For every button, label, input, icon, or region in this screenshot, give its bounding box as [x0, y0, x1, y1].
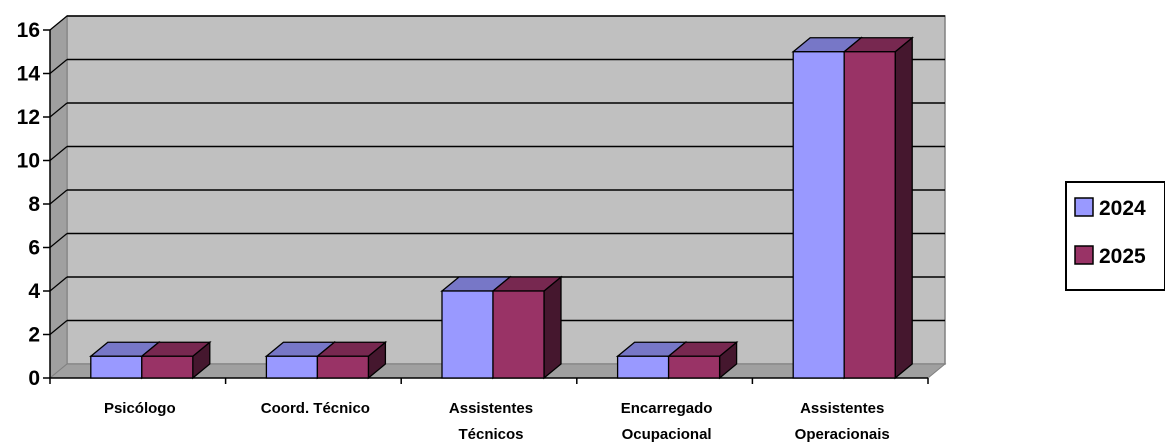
bar-2025-4: [842, 36, 915, 380]
y-tick-label: 8: [28, 193, 40, 216]
x-category-label-line: Psicólogo: [104, 400, 176, 417]
bar-side: [543, 275, 562, 380]
x-category-label-line: Assistentes: [800, 400, 884, 417]
bar-front: [843, 51, 896, 379]
y-tick-label: 14: [17, 63, 41, 86]
y-tick-label: 4: [28, 280, 40, 303]
x-category-label-line: Técnicos: [458, 426, 523, 443]
bar-front: [616, 355, 670, 379]
legend-swatch: [1074, 245, 1094, 265]
bars: [88, 36, 915, 380]
y-tick-label: 2: [28, 324, 40, 347]
x-category-label: Assistentes Operacionais: [795, 400, 890, 443]
x-category-label: Assistentes Técnicos: [449, 400, 533, 443]
bar-front: [90, 355, 143, 379]
legend-swatch: [1074, 197, 1094, 217]
bar-front: [316, 355, 370, 379]
legend-label: 2024: [1099, 197, 1146, 220]
bar-front: [141, 355, 194, 379]
x-category-label: Encarregado Ocupacional: [621, 400, 713, 443]
gridline-side: [49, 59, 68, 74]
x-category-label-line: Ocupacional: [622, 426, 712, 443]
gridline-side: [49, 146, 68, 161]
gridline-side: [49, 102, 68, 118]
gridline-side: [49, 189, 68, 205]
bar-2025-1: [315, 340, 388, 380]
y-tick-label: 16: [17, 19, 40, 42]
bar-front: [492, 290, 545, 379]
x-category-label: Psicólogo: [104, 400, 176, 417]
bar-front: [667, 355, 721, 379]
x-category-label-line: Coord. Técnico: [261, 400, 370, 417]
bar-2025-0: [139, 340, 212, 380]
bar-front: [792, 51, 845, 379]
y-tick-label: 6: [28, 237, 40, 260]
legend-label: 2025: [1099, 245, 1146, 268]
bar-side: [894, 36, 913, 380]
gridline-side: [49, 15, 68, 31]
bar-2025-3: [666, 340, 739, 380]
gridline-side: [49, 320, 68, 335]
bar-front: [441, 290, 494, 379]
y-axis-ticks: 0 2 4 6 8 10 12 14 16: [17, 19, 50, 390]
x-category-label-line: Assistentes: [449, 400, 533, 417]
gridline-side: [49, 276, 68, 292]
gridline-side: [49, 233, 68, 248]
bar-front: [265, 355, 319, 379]
bar-2025-2: [491, 275, 563, 380]
x-category-label-line: Encarregado: [621, 400, 713, 417]
x-category-label-line: Operacionais: [795, 426, 890, 443]
legend: 2024 2025: [1065, 181, 1165, 291]
x-axis-labels: Psicólogo Coord. Técnico Assistentes Técnic…: [104, 400, 890, 443]
x-category-label: Coord. Técnico: [261, 400, 370, 417]
y-tick-label: 10: [17, 150, 40, 173]
y-tick-label: 12: [17, 106, 40, 129]
y-tick-label: 0: [28, 367, 40, 390]
